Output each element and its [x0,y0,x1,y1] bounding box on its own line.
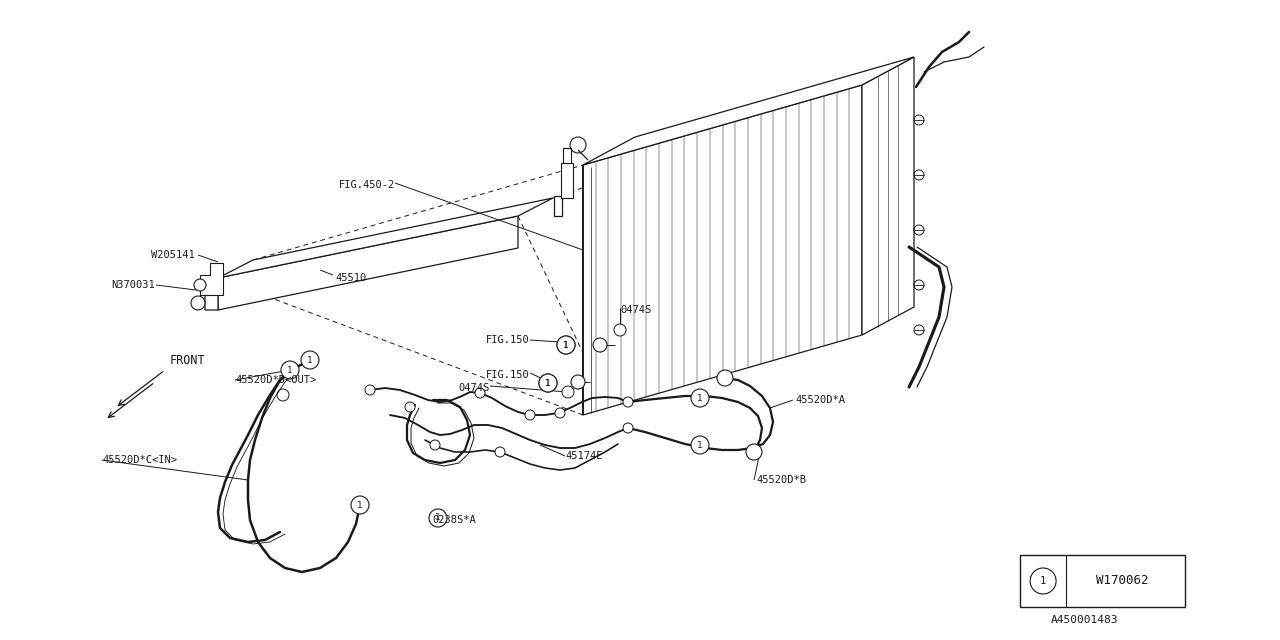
Circle shape [475,388,485,398]
Circle shape [525,410,535,420]
Circle shape [365,385,375,395]
Text: 45510: 45510 [335,273,366,283]
Text: 0238S*A: 0238S*A [433,515,476,525]
Polygon shape [861,57,914,335]
Circle shape [431,511,445,525]
Text: 1: 1 [357,500,362,509]
Text: 1: 1 [698,440,703,449]
Circle shape [593,338,607,352]
Bar [1020,555,1185,607]
Circle shape [195,279,206,291]
Circle shape [430,440,440,450]
Circle shape [429,509,447,527]
Polygon shape [554,196,562,216]
Circle shape [301,351,319,369]
Circle shape [691,389,709,407]
Circle shape [556,408,564,418]
Polygon shape [205,278,218,310]
Text: N370031: N370031 [111,280,155,290]
Text: 45520D*D<OUT>: 45520D*D<OUT> [236,375,316,385]
Polygon shape [218,216,518,310]
Text: 1: 1 [563,340,568,349]
Circle shape [191,296,205,310]
Circle shape [614,324,626,336]
Text: W205141: W205141 [151,250,195,260]
Circle shape [623,423,634,433]
Circle shape [571,375,585,389]
Text: 1: 1 [563,340,568,349]
Text: FIG.450-2: FIG.450-2 [339,180,396,190]
Text: 45520D*C<IN>: 45520D*C<IN> [102,455,177,465]
Text: A450001483: A450001483 [1051,615,1119,625]
Circle shape [539,374,557,392]
Text: 1: 1 [545,378,550,387]
Text: FRONT: FRONT [170,353,206,367]
Text: 1: 1 [545,378,550,387]
Text: 0474S: 0474S [620,305,652,315]
Polygon shape [200,263,223,295]
Circle shape [282,361,300,379]
Circle shape [557,336,575,354]
Text: 45520D*A: 45520D*A [795,395,845,405]
Circle shape [1030,568,1056,594]
Text: 0474S: 0474S [458,383,490,393]
Text: FIG.150: FIG.150 [486,335,530,345]
Text: 45520D*B: 45520D*B [756,475,806,485]
Circle shape [691,436,709,454]
Circle shape [717,370,733,386]
Text: FIG.150: FIG.150 [486,370,530,380]
Text: 1: 1 [307,355,312,365]
Circle shape [539,374,557,392]
Polygon shape [218,198,553,278]
Polygon shape [582,57,914,165]
Text: 1: 1 [435,513,440,522]
Circle shape [495,447,506,457]
Circle shape [404,402,415,412]
Circle shape [746,444,762,460]
Polygon shape [582,85,861,415]
Text: 1: 1 [1039,576,1046,586]
Circle shape [562,386,573,398]
Text: 45174E: 45174E [564,451,603,461]
Polygon shape [563,148,571,163]
Text: 1: 1 [287,365,293,374]
Circle shape [557,336,575,354]
Text: W170062: W170062 [1096,575,1148,588]
Polygon shape [561,163,573,198]
Circle shape [352,497,369,513]
Text: 1: 1 [698,394,703,403]
Circle shape [623,397,634,407]
Circle shape [351,496,369,514]
